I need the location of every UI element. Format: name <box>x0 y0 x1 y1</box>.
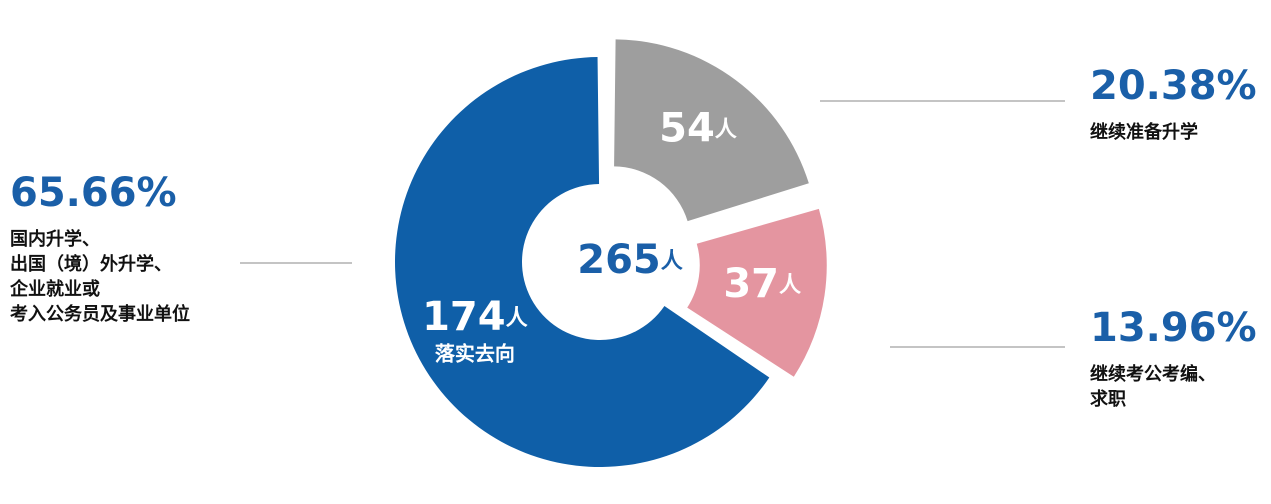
slice-label: 37人 <box>723 261 801 307</box>
slice-value: 37 <box>723 261 779 307</box>
donut-slice <box>394 57 770 467</box>
slice-label: 174人 <box>422 294 528 340</box>
slice-value: 174 <box>422 294 506 340</box>
total-unit: 人 <box>661 249 683 274</box>
category-label: 考入公务员及事业单位 <box>10 303 190 325</box>
slice-label: 54人 <box>659 105 737 151</box>
slice-unit: 人 <box>779 273 801 298</box>
slice-note: 落实去向 <box>435 342 515 366</box>
total-value: 265 <box>577 237 661 283</box>
percentage-label: 65.66% <box>10 170 177 216</box>
category-label: 国内升学、 <box>10 228 100 250</box>
category-label: 继续准备升学 <box>1090 121 1198 143</box>
slice-unit: 人 <box>506 306 528 331</box>
donut-slice <box>614 39 809 222</box>
category-label: 求职 <box>1090 388 1126 410</box>
slice-unit: 人 <box>715 117 737 142</box>
donut-slice <box>687 208 827 377</box>
slice-value: 54 <box>659 105 715 151</box>
percentage-label: 20.38% <box>1090 63 1257 109</box>
category-label: 出国（境）外升学、 <box>10 253 172 275</box>
percentage-label: 13.96% <box>1090 305 1257 351</box>
center-total: 265人 <box>577 237 683 283</box>
category-label: 企业就业或 <box>9 278 100 300</box>
category-label: 继续考公考编、 <box>1090 363 1216 385</box>
